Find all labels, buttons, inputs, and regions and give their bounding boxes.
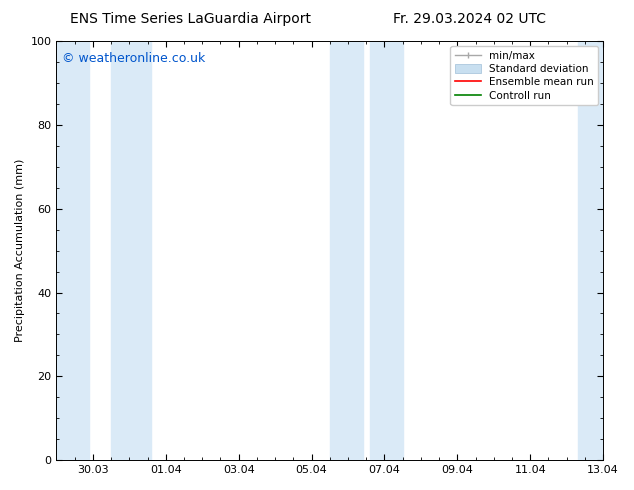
Text: ENS Time Series LaGuardia Airport: ENS Time Series LaGuardia Airport (70, 12, 311, 26)
Bar (370, 41, 403, 460)
Y-axis label: Precipitation Accumulation (mm): Precipitation Accumulation (mm) (15, 159, 25, 343)
Text: © weatheronline.co.uk: © weatheronline.co.uk (62, 51, 205, 65)
Legend: min/max, Standard deviation, Ensemble mean run, Controll run: min/max, Standard deviation, Ensemble me… (451, 46, 598, 105)
Bar (330, 41, 363, 460)
Bar (111, 41, 151, 460)
Bar (578, 41, 603, 460)
Text: Fr. 29.03.2024 02 UTC: Fr. 29.03.2024 02 UTC (392, 12, 546, 26)
Bar (56, 41, 89, 460)
